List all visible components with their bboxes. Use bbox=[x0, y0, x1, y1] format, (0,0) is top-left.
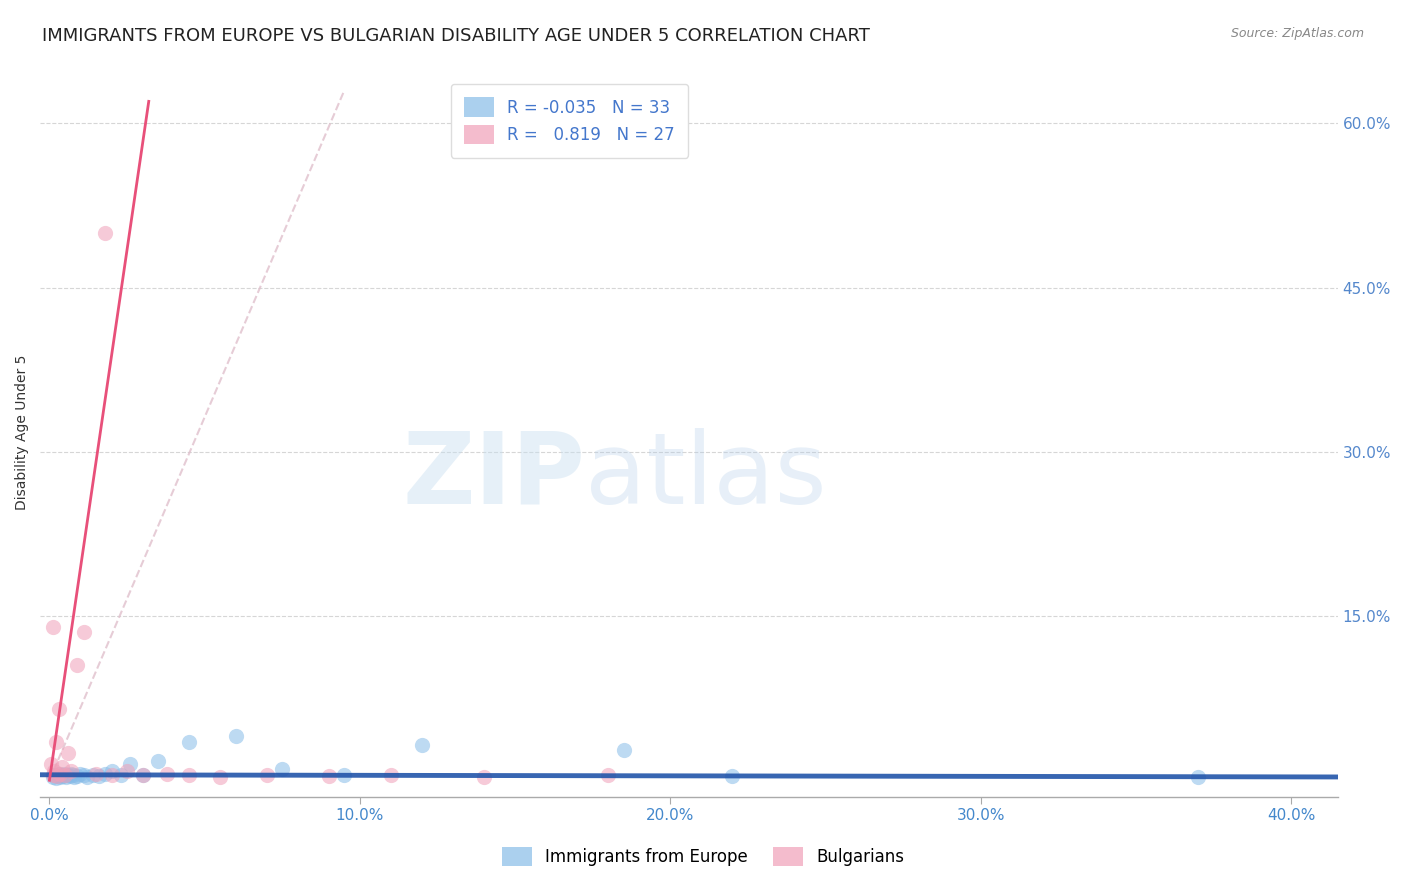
Point bbox=[411, 738, 433, 752]
Point bbox=[49, 770, 72, 784]
Point bbox=[49, 766, 72, 780]
Point bbox=[51, 768, 73, 782]
Point bbox=[94, 226, 117, 240]
Point bbox=[46, 769, 69, 783]
Point bbox=[42, 764, 65, 779]
Point bbox=[721, 769, 744, 783]
Point bbox=[380, 768, 402, 782]
Point bbox=[42, 768, 65, 782]
Legend: Immigrants from Europe, Bulgarians: Immigrants from Europe, Bulgarians bbox=[494, 838, 912, 875]
Point bbox=[72, 625, 94, 640]
Point bbox=[82, 768, 104, 782]
Point bbox=[60, 766, 83, 780]
Point bbox=[76, 770, 98, 784]
Point bbox=[1187, 770, 1209, 784]
Point bbox=[115, 764, 138, 779]
Point bbox=[56, 768, 79, 782]
Point bbox=[46, 769, 69, 783]
Point bbox=[52, 769, 75, 783]
Point bbox=[256, 768, 278, 782]
Point bbox=[156, 766, 179, 780]
Point bbox=[209, 770, 232, 784]
Point bbox=[53, 768, 76, 782]
Point bbox=[56, 746, 79, 760]
Legend: R = -0.035   N = 33, R =   0.819   N = 27: R = -0.035 N = 33, R = 0.819 N = 27 bbox=[451, 84, 689, 158]
Text: atlas: atlas bbox=[585, 428, 827, 524]
Point bbox=[120, 756, 142, 771]
Point bbox=[271, 762, 294, 776]
Text: IMMIGRANTS FROM EUROPE VS BULGARIAN DISABILITY AGE UNDER 5 CORRELATION CHART: IMMIGRANTS FROM EUROPE VS BULGARIAN DISA… bbox=[42, 27, 870, 45]
Point bbox=[179, 768, 201, 782]
Point bbox=[131, 768, 153, 782]
Point bbox=[613, 742, 636, 756]
Point bbox=[472, 770, 495, 784]
Point bbox=[333, 768, 356, 782]
Point bbox=[66, 769, 89, 783]
Point bbox=[598, 768, 620, 782]
Point bbox=[45, 735, 67, 749]
Point bbox=[60, 764, 83, 779]
Point bbox=[146, 754, 169, 768]
Point bbox=[59, 769, 82, 783]
Point bbox=[55, 770, 77, 784]
Point bbox=[45, 771, 67, 785]
Point bbox=[100, 764, 122, 779]
Point bbox=[53, 766, 76, 780]
Point bbox=[225, 730, 247, 744]
Point bbox=[179, 735, 201, 749]
Point bbox=[72, 768, 94, 782]
Point bbox=[66, 658, 89, 673]
Point bbox=[110, 768, 132, 782]
Point bbox=[48, 766, 70, 780]
Point bbox=[42, 620, 65, 634]
Point bbox=[69, 766, 91, 780]
Text: ZIP: ZIP bbox=[402, 428, 585, 524]
Y-axis label: Disability Age Under 5: Disability Age Under 5 bbox=[15, 355, 30, 510]
Point bbox=[62, 768, 84, 782]
Point bbox=[84, 766, 107, 780]
Point bbox=[63, 770, 86, 784]
Point bbox=[41, 768, 63, 782]
Point bbox=[100, 768, 122, 782]
Point bbox=[39, 756, 62, 771]
Point bbox=[48, 702, 70, 716]
Text: Source: ZipAtlas.com: Source: ZipAtlas.com bbox=[1230, 27, 1364, 40]
Point bbox=[131, 768, 153, 782]
Point bbox=[51, 760, 73, 774]
Point bbox=[94, 766, 117, 780]
Point bbox=[41, 770, 63, 784]
Point bbox=[87, 769, 110, 783]
Point bbox=[318, 769, 340, 783]
